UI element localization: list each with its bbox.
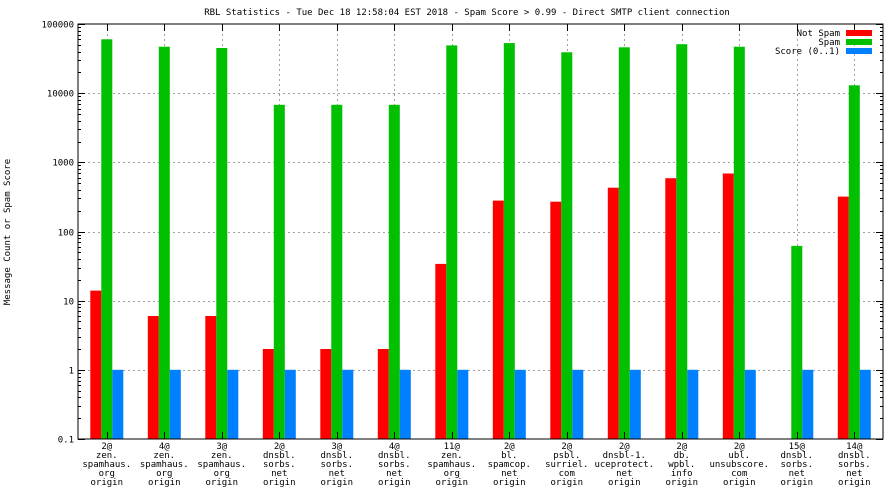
bar-not-spam [665,178,677,439]
bars [90,39,871,440]
legend-label: Spam [818,38,840,48]
x-tick-label: 2@ bl. spamcop. net origin [488,442,531,488]
y-tick-label: 100000 [41,21,74,31]
legend-swatch [846,39,872,45]
bar-not-spam [607,187,619,439]
legend-label: Score (0..1) [775,47,840,57]
bar-spam [216,48,228,439]
legend-swatch [846,48,872,54]
bar-spam [273,104,285,440]
x-tick-label: 4@ zen. spamhaus. org origin [140,442,189,488]
y-tick-label: 10000 [47,90,74,100]
bar-spam [676,44,688,439]
x-tick-label: 2@ db. wpbl. info origin [665,442,698,488]
x-tick-label: 3@ zen. spamhaus. org origin [197,442,246,488]
x-tick-label: 2@ zen. spamhaus. org origin [82,442,131,488]
y-tick-label: 1000 [52,159,74,169]
bar-not-spam [90,290,102,439]
bar-not-spam [435,263,447,439]
x-tick-label: 2@ dnsbl-1. uceprotect. net origin [594,442,654,488]
y-tick-label: 0.1 [58,436,74,446]
x-tick-label: 15@ dnsbl. sorbs. net origin [780,442,813,488]
bar-score-0-1 [687,369,699,439]
bar-not-spam [492,200,504,439]
x-tick-label: 2@ ubl. unsubscore. com origin [709,442,769,488]
bar-spam [618,47,630,440]
bar-score-0-1 [284,369,296,439]
bar-score-0-1 [629,369,641,439]
bar-not-spam [320,349,332,439]
bar-spam [503,43,515,439]
bar-spam [848,85,860,440]
y-tick-label: 100 [58,229,74,239]
x-tick-label: 2@ psbl. surriel. com origin [545,442,588,488]
bar-spam [791,245,803,439]
grid-lines [78,24,883,439]
bar-score-0-1 [227,369,239,439]
bar-spam [561,52,573,440]
x-tick-label: 2@ dnsbl. sorbs. net origin [263,442,296,488]
bar-spam [733,46,745,439]
bar-spam [158,46,170,439]
bar-spam [446,45,458,440]
bar-spam [101,39,113,440]
x-tick-label: 14@ dnsbl. sorbs. net origin [838,442,871,488]
bar-not-spam [262,349,274,439]
bar-not-spam [837,196,849,439]
bar-not-spam [377,349,389,439]
x-tick-label: 4@ dnsbl. sorbs. net origin [378,442,411,488]
axis-ticks [78,24,883,440]
legend-swatch [846,30,872,36]
bar-score-0-1 [112,369,124,439]
bar-score-0-1 [169,369,181,439]
y-tick-labels: 0.1 1 10 100 1000 10000 100000 [41,21,74,446]
bar-score-0-1 [572,369,584,439]
plot-frame [77,23,884,440]
y-tick-label: 1 [69,367,74,377]
bar-score-0-1 [399,369,411,439]
bar-score-0-1 [744,369,756,439]
bar-spam [388,104,400,440]
legend-label: Not Spam [797,29,840,39]
bar-spam [331,104,343,440]
bar-score-0-1 [802,369,814,439]
x-tick-label: 11@ zen. spamhaus. org origin [427,442,476,488]
bar-score-0-1 [342,369,354,439]
bar-score-0-1 [859,369,871,439]
chart-title: RBL Statistics - Tue Dec 18 12:58:04 EST… [204,8,730,18]
x-tick-label: 3@ dnsbl. sorbs. net origin [320,442,353,488]
bar-not-spam [205,316,217,439]
bar-not-spam [550,201,562,439]
y-tick-label: 10 [63,298,74,308]
bar-score-0-1 [514,369,526,439]
bar-score-0-1 [457,369,469,439]
bar-not-spam [722,173,734,439]
y-axis-label: Message Count or Spam Score [3,159,13,305]
bar-not-spam [147,316,159,439]
